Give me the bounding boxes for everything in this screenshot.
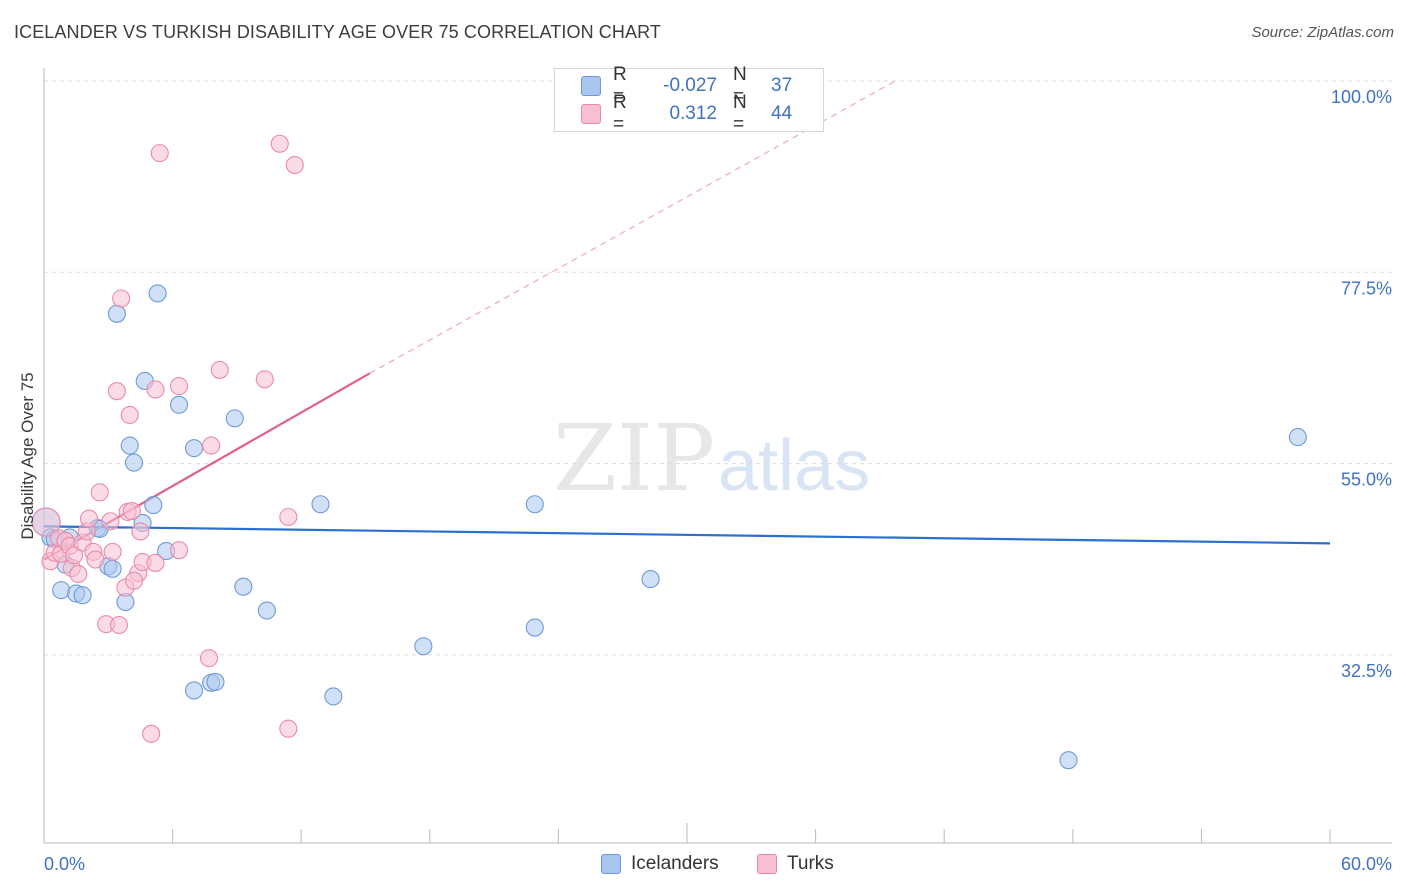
legend-label: Turks <box>787 853 834 874</box>
y-tick-label: 100.0% <box>1331 87 1392 107</box>
icelander-point <box>169 395 189 414</box>
icelander-point <box>120 436 139 455</box>
turk-point <box>103 542 122 561</box>
n-label: N = <box>733 92 747 135</box>
n-value: 44 <box>771 103 793 124</box>
icelander-point <box>148 284 167 303</box>
icelander-point <box>107 304 126 323</box>
icelander-point <box>234 577 253 596</box>
icelander-point <box>324 687 343 706</box>
turk-point <box>146 380 165 399</box>
r-label: R = <box>613 92 627 135</box>
icelander-point <box>52 581 71 600</box>
icelander-point <box>641 570 660 589</box>
icelanders-swatch <box>581 76 601 96</box>
x-tick-label: 0.0% <box>44 854 85 874</box>
y-tick-label: 32.5% <box>1341 661 1392 681</box>
turk-point <box>146 553 165 572</box>
turk-point <box>79 509 99 528</box>
r-value: -0.027 <box>663 75 717 96</box>
n-value: 37 <box>771 75 793 96</box>
turk-point <box>270 134 289 153</box>
turk-point <box>150 144 169 163</box>
icelander-point <box>1059 751 1078 770</box>
y-axis-label: Disability Age Over 75 <box>18 372 37 539</box>
icelander-point <box>225 409 244 428</box>
icelander-point <box>184 681 204 700</box>
axes <box>43 68 1392 844</box>
icelander-point <box>184 439 204 458</box>
icelander-point <box>1288 428 1307 447</box>
turk-point <box>107 382 126 401</box>
r-value: 0.312 <box>669 103 717 124</box>
n-label: N = <box>733 64 747 107</box>
turk-point <box>169 377 189 396</box>
icelander-point <box>206 672 225 692</box>
y-tick-label: 77.5% <box>1341 278 1392 298</box>
turk-point <box>142 724 161 743</box>
turk-point <box>279 719 298 738</box>
icelanders-trend-line <box>43 525 1331 545</box>
turks-trend-extension <box>369 79 898 374</box>
icelander-point <box>144 496 163 515</box>
tick-labels: 100.0% 77.5% 55.0% 32.5% 0.0% 60.0% <box>44 87 1392 874</box>
turk-point <box>109 615 129 635</box>
chart-title: ICELANDER VS TURKISH DISABILITY AGE OVER… <box>14 22 661 42</box>
icelanders-legend-swatch <box>601 854 621 874</box>
turk-point <box>90 483 109 502</box>
turk-point <box>120 405 139 425</box>
turk-point <box>285 155 304 175</box>
icelander-point <box>73 586 92 605</box>
legend-label: Icelanders <box>631 853 719 874</box>
icelander-point <box>414 637 433 656</box>
turks-swatch <box>581 104 601 124</box>
turk-point <box>202 436 221 455</box>
legend-item-turks: Turks <box>757 851 834 877</box>
turk-point <box>210 360 229 379</box>
turk-point <box>131 522 150 541</box>
x-tick-label: 60.0% <box>1341 854 1392 874</box>
icelander-point <box>124 453 144 472</box>
turk-point <box>255 370 274 389</box>
icelander-point <box>257 601 276 620</box>
r-label: R = <box>613 64 627 107</box>
turks-legend-swatch <box>757 854 777 874</box>
turk-point <box>112 289 131 308</box>
turk-point <box>122 502 141 521</box>
icelander-point <box>311 495 330 514</box>
turk-point <box>199 649 219 668</box>
stats-legend: R = -0.027 N = 37 R = 0.312 N = 44 <box>554 64 824 135</box>
data-points <box>31 134 1307 770</box>
icelander-point <box>525 495 544 514</box>
turk-point <box>169 541 189 560</box>
turk-point <box>64 546 84 565</box>
watermark-zip: ZIP <box>553 405 715 512</box>
turk-point <box>31 507 61 537</box>
turk-point <box>101 512 120 531</box>
y-tick-label: 55.0% <box>1341 470 1392 490</box>
icelander-point <box>103 559 122 578</box>
watermark-atlas: atlas <box>718 426 870 506</box>
legend-item-icelanders: Icelanders <box>601 851 719 877</box>
gridlines <box>44 80 1392 656</box>
source-label: Source: ZipAtlas.com <box>1251 24 1394 41</box>
icelander-point <box>525 618 544 637</box>
watermark: ZIP atlas <box>553 405 870 512</box>
turk-point <box>69 564 88 584</box>
turk-point <box>279 507 298 527</box>
turk-point <box>86 550 105 569</box>
turk-point <box>124 571 144 590</box>
